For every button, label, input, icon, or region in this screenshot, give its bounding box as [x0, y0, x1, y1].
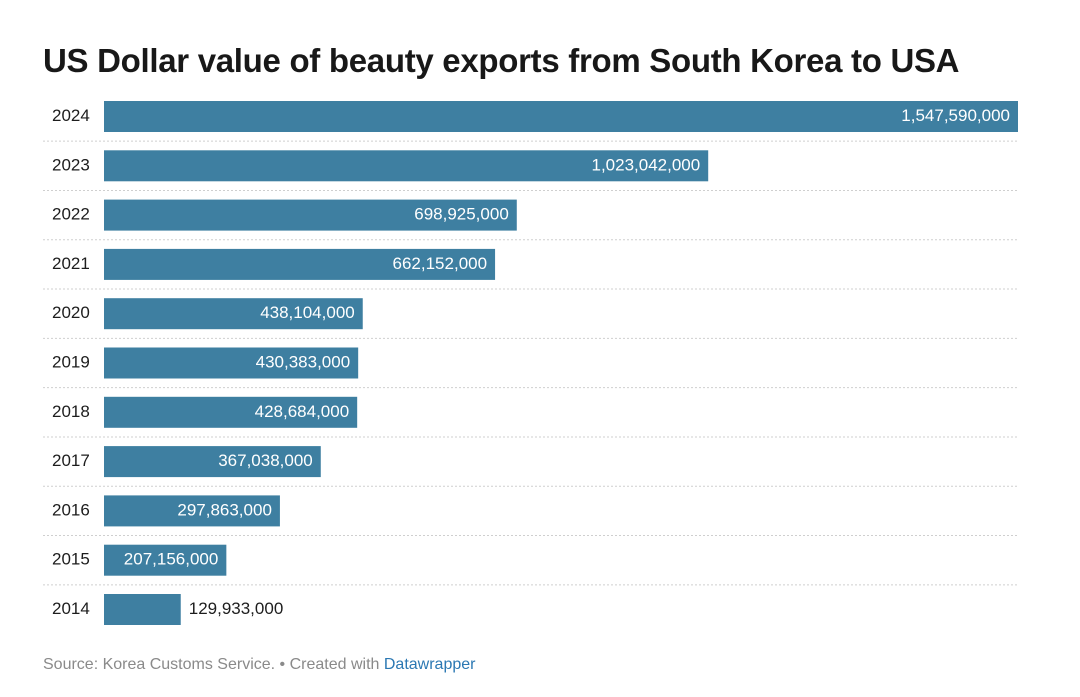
bar-chart: 2024 1,547,590,000 2023 1,023,042,000 2022 69…: [43, 101, 1018, 625]
value-label-2024: 1,547,590,000: [901, 106, 1010, 125]
source-note: Source: Korea Customs Service.: [43, 656, 276, 673]
bar-2024: [104, 101, 1018, 132]
value-label-2016: 297,863,000: [177, 500, 272, 519]
category-label-2023: 2023: [52, 155, 90, 174]
category-label-2021: 2021: [52, 254, 90, 273]
bar-2020: [104, 298, 363, 330]
category-label-2014: 2014: [52, 599, 90, 618]
bar-2016: [104, 495, 280, 527]
category-label-2020: 2020: [52, 303, 90, 322]
chart-title: US Dollar value of beauty exports from S…: [43, 42, 960, 79]
category-label-2022: 2022: [52, 205, 90, 224]
bar-2017: [104, 446, 321, 478]
bar-2021: [104, 248, 496, 280]
value-label-2018: 428,684,000: [255, 402, 350, 421]
bar-2014: [104, 594, 181, 625]
value-label-2020: 438,104,000: [260, 303, 355, 322]
category-label-2019: 2019: [52, 352, 90, 371]
bar-2015: [104, 544, 227, 576]
value-label-2015: 207,156,000: [124, 550, 219, 569]
bar-2018: [104, 396, 358, 428]
value-label-2014: 129,933,000: [189, 599, 284, 618]
value-label-2019: 430,383,000: [256, 352, 351, 371]
category-label-2018: 2018: [52, 402, 90, 421]
value-label-2023: 1,023,042,000: [591, 155, 700, 174]
category-label-2017: 2017: [52, 451, 90, 470]
bar-2022: [104, 199, 517, 231]
datawrapper-link[interactable]: Datawrapper: [383, 656, 476, 673]
value-label-2021: 662,152,000: [393, 254, 488, 273]
category-label-2015: 2015: [52, 550, 90, 569]
value-label-2022: 698,925,000: [414, 205, 509, 224]
bar-2023: [104, 150, 709, 182]
category-label-2016: 2016: [52, 500, 90, 519]
bar-2019: [104, 347, 359, 379]
chart-footer: Source: Korea Customs Service. • Created…: [43, 656, 475, 674]
created-with-note: • Created with: [279, 656, 380, 673]
value-label-2017: 367,038,000: [218, 451, 313, 470]
category-label-2024: 2024: [52, 106, 90, 125]
